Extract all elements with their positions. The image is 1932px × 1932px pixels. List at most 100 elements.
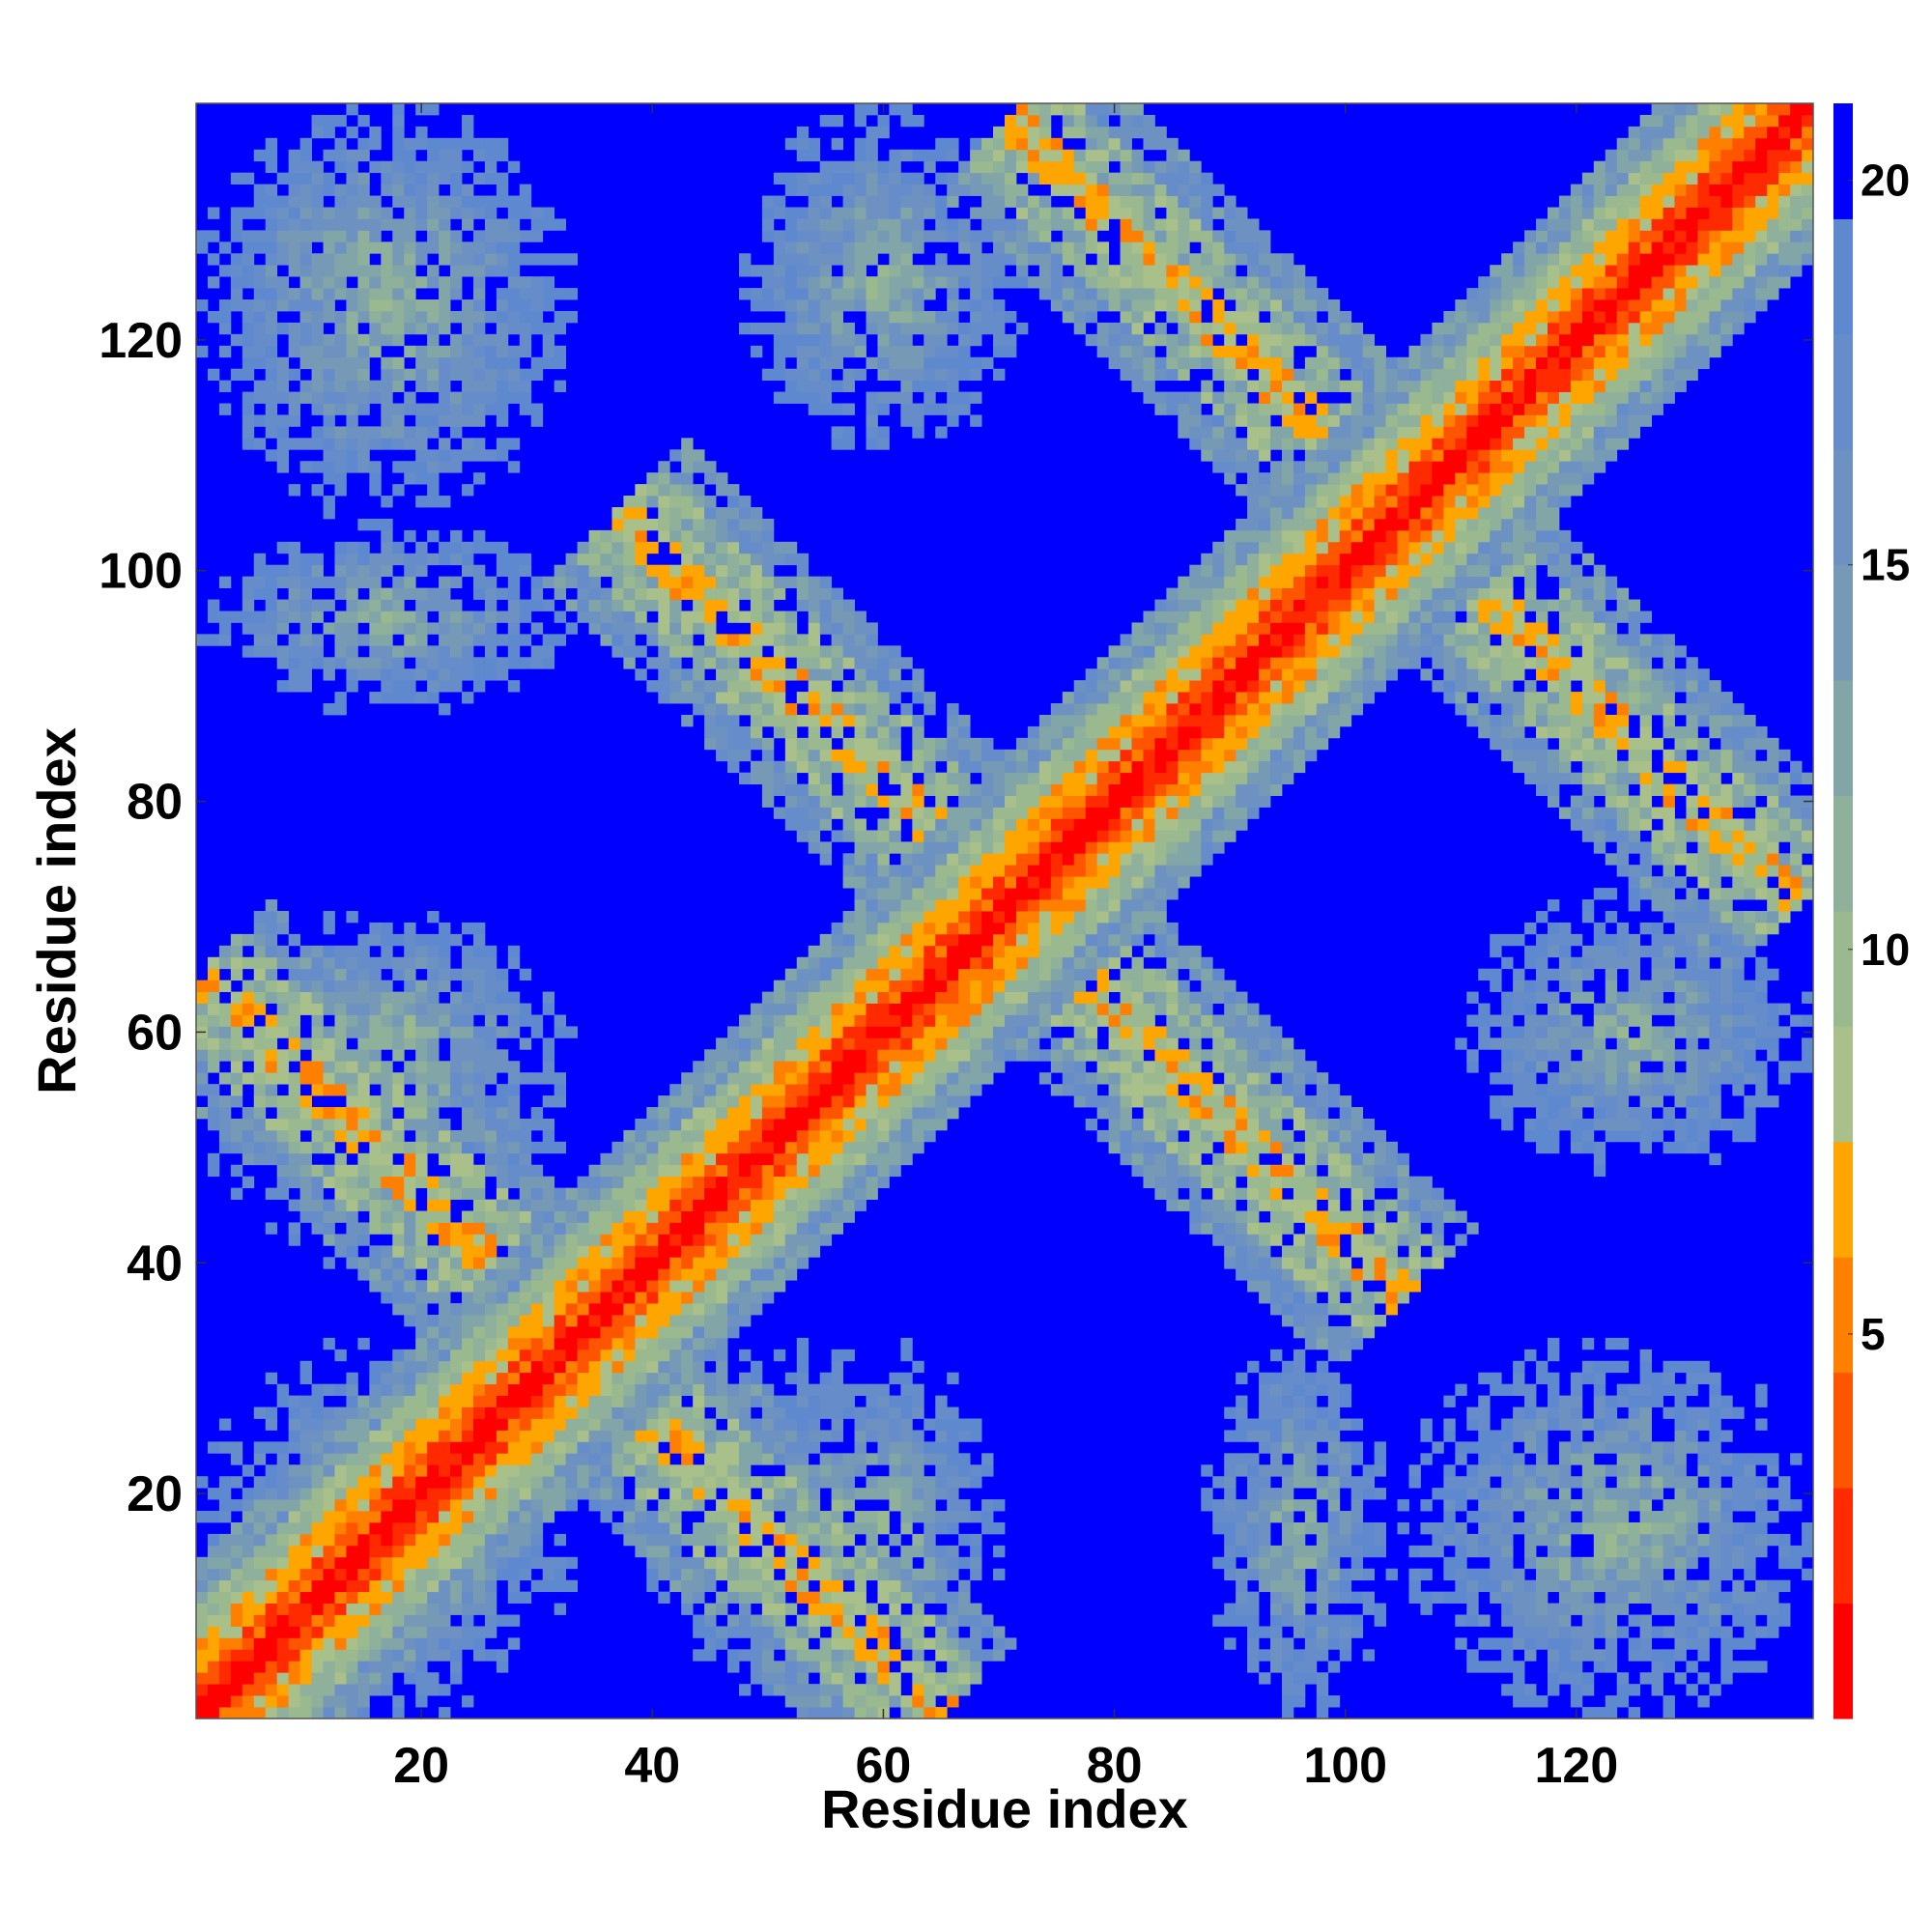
heatmap-cell xyxy=(842,1176,855,1189)
heatmap-cell xyxy=(923,1107,936,1120)
heatmap-cell xyxy=(842,426,855,439)
heatmap-cell xyxy=(658,1568,670,1581)
heatmap-cell xyxy=(323,310,335,324)
heatmap-cell xyxy=(831,207,843,219)
heatmap-cell xyxy=(207,968,220,981)
heatmap-cell xyxy=(427,1245,440,1258)
heatmap-cell xyxy=(669,1395,682,1407)
heatmap-cell xyxy=(462,1511,474,1523)
heatmap-cell xyxy=(554,1372,567,1385)
heatmap-cell xyxy=(681,461,694,473)
heatmap-cell xyxy=(646,1556,659,1570)
heatmap-cell xyxy=(265,645,278,658)
heatmap-cell xyxy=(323,242,335,254)
heatmap-cell xyxy=(658,529,670,543)
heatmap-cell xyxy=(773,1129,786,1143)
heatmap-cell xyxy=(542,1222,555,1235)
heatmap-cell xyxy=(415,1014,428,1027)
heatmap-cell xyxy=(346,1453,358,1465)
heatmap-cell xyxy=(381,692,393,704)
heatmap-cell xyxy=(854,1441,867,1454)
heatmap-cell xyxy=(230,172,243,185)
heatmap-cell xyxy=(912,299,924,312)
heatmap-cell xyxy=(507,1325,521,1339)
heatmap-cell xyxy=(530,356,544,370)
heatmap-cell xyxy=(357,1603,370,1615)
heatmap-cell xyxy=(912,956,924,970)
heatmap-cell xyxy=(635,1383,647,1396)
heatmap-cell xyxy=(831,276,843,289)
heatmap-cell xyxy=(784,207,798,219)
heatmap-cell xyxy=(381,1614,393,1627)
heatmap-cell xyxy=(900,1014,913,1027)
heatmap-cell xyxy=(693,680,705,693)
heatmap-cell xyxy=(704,1280,717,1293)
heatmap-cell xyxy=(577,1187,589,1200)
heatmap-cell xyxy=(819,265,833,277)
heatmap-cell xyxy=(750,737,763,751)
heatmap-cell xyxy=(704,1176,717,1189)
heatmap-cell xyxy=(218,1095,232,1108)
heatmap-cell xyxy=(796,1257,810,1269)
heatmap-cell xyxy=(288,345,301,358)
heatmap-cell xyxy=(242,1707,255,1719)
heatmap-cell xyxy=(276,1545,290,1558)
heatmap-cell xyxy=(693,1395,705,1407)
heatmap-cell xyxy=(381,634,393,646)
heatmap-cell xyxy=(323,1129,335,1143)
heatmap-cell xyxy=(346,461,358,473)
heatmap-cell xyxy=(750,1303,763,1316)
heatmap-cell xyxy=(253,288,267,300)
heatmap-cell xyxy=(796,1234,810,1246)
heatmap-cell xyxy=(323,1418,335,1431)
heatmap-cell xyxy=(784,322,798,335)
heatmap-cell xyxy=(311,1383,324,1396)
heatmap-cell xyxy=(230,1521,243,1535)
heatmap-cell xyxy=(253,945,267,958)
heatmap-cell xyxy=(866,980,878,992)
heatmap-cell xyxy=(450,1095,463,1108)
heatmap-cell xyxy=(462,1084,474,1096)
heatmap-cell xyxy=(427,1337,440,1350)
heatmap-cell xyxy=(415,956,428,970)
heatmap-cell xyxy=(346,1707,358,1719)
heatmap-cell xyxy=(253,207,267,219)
heatmap-cell xyxy=(230,1695,243,1708)
heatmap-cell xyxy=(276,1488,290,1500)
heatmap-cell xyxy=(635,1441,647,1454)
heatmap-cell xyxy=(704,1649,717,1662)
heatmap-cell xyxy=(854,299,867,312)
heatmap-cell xyxy=(727,657,740,669)
heatmap-cell xyxy=(796,1164,810,1178)
heatmap-cell xyxy=(842,1395,855,1407)
heatmap-cell xyxy=(577,576,589,588)
heatmap-cell xyxy=(842,622,855,635)
heatmap-cell xyxy=(334,1164,347,1178)
heatmap-cell xyxy=(854,760,867,774)
heatmap-cell xyxy=(427,299,440,312)
heatmap-cell xyxy=(912,737,924,751)
heatmap-cell xyxy=(519,1372,532,1385)
heatmap-cell xyxy=(727,1084,740,1096)
heatmap-cell xyxy=(323,1061,335,1073)
heatmap-cell xyxy=(484,945,497,958)
heatmap-cell xyxy=(496,968,509,981)
heatmap-cell xyxy=(519,345,532,358)
heatmap-cell xyxy=(381,438,393,450)
heatmap-cell xyxy=(392,1268,405,1281)
heatmap-cell xyxy=(727,1280,740,1293)
heatmap-cell xyxy=(276,564,290,578)
heatmap-cell xyxy=(796,1014,810,1027)
heatmap-cell xyxy=(392,380,405,392)
heatmap-cell xyxy=(439,1292,451,1304)
heatmap-cell xyxy=(819,1014,833,1027)
heatmap-cell xyxy=(900,714,913,727)
heatmap-cell xyxy=(716,1476,728,1489)
heatmap-cell xyxy=(311,1118,324,1131)
heatmap-cell xyxy=(530,403,544,415)
heatmap-cell xyxy=(323,1107,335,1120)
heatmap-cell xyxy=(784,333,798,347)
heatmap-cell xyxy=(889,1499,901,1512)
heatmap-cell xyxy=(450,1488,463,1500)
heatmap-cell xyxy=(369,576,382,588)
